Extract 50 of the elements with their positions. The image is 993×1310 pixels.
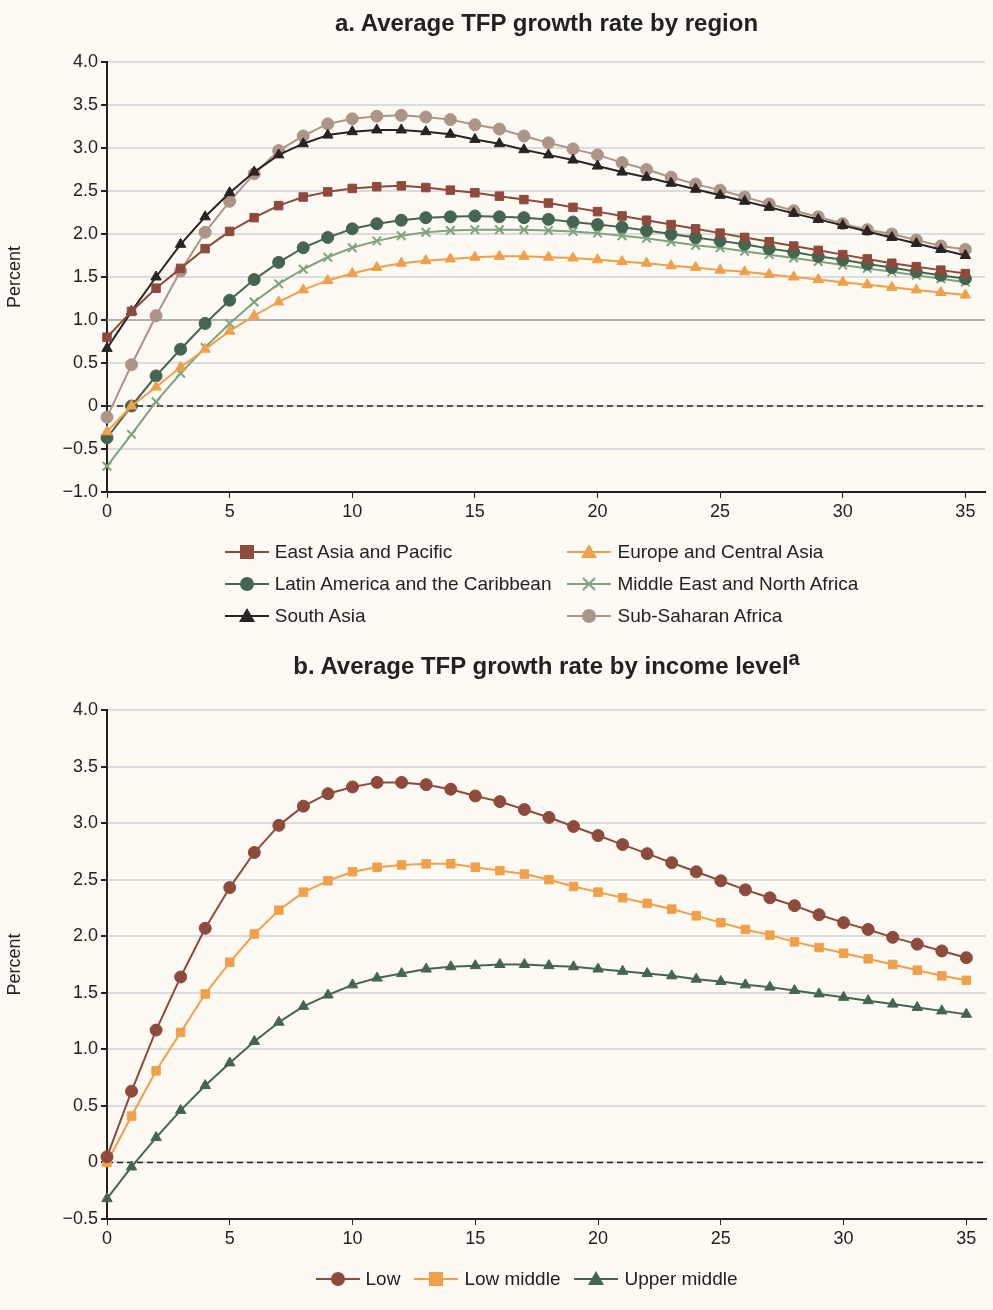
y-tick-label: 3.0	[72, 812, 98, 833]
y-tick-label: 0.5	[72, 1094, 98, 1115]
y-axis-title: Percent	[3, 245, 24, 309]
y-tick-label: 2.5	[72, 179, 98, 200]
y-tick-label: 1.5	[72, 981, 98, 1002]
x-tick-label: 30	[832, 500, 853, 521]
y-tick-label: 3.0	[72, 136, 98, 157]
y-tick-label: 0.5	[72, 351, 98, 372]
x-tick-label: 5	[224, 500, 235, 521]
x-tick-label: 25	[710, 500, 731, 521]
y-tick-label: 1.0	[72, 1038, 98, 1059]
y-tick-label: −0.5	[62, 437, 98, 458]
chart-title: b. Average TFP growth rate by income level$^{a}$	[292, 646, 801, 681]
chart-title: a. Average TFP growth rate by region	[333, 8, 760, 38]
y-tick-label: 1.5	[72, 265, 98, 286]
x-tick-label: 5	[224, 1227, 235, 1248]
x-tick-label: 10	[342, 1227, 363, 1248]
y-tick-label: 4.0	[72, 50, 98, 71]
y-tick-label: 2.0	[72, 925, 98, 946]
y-tick-label: 0	[87, 1151, 98, 1172]
x-tick-label: 20	[587, 500, 608, 521]
y-tick-label: 0	[87, 394, 98, 415]
legend-label: Low	[365, 1268, 401, 1290]
x-tick-label: 35	[956, 1227, 977, 1248]
y-tick-label: −1.0	[62, 480, 98, 501]
x-tick-label: 20	[588, 1227, 609, 1248]
legend-label: East Asia and Pacific	[274, 541, 453, 563]
x-tick-label: 10	[342, 500, 363, 521]
legend-label: Sub-Saharan Africa	[617, 605, 783, 627]
x-tick-label: 0	[101, 1227, 113, 1248]
y-axis-title: Percent	[3, 933, 24, 996]
x-tick-label: 15	[464, 500, 485, 521]
legend-label: Latin America and the Caribbean	[274, 573, 552, 595]
y-tick-label: 3.5	[72, 755, 98, 776]
legend-label: Europe and Central Asia	[617, 541, 824, 563]
x-tick-label: 35	[955, 500, 976, 521]
y-tick-label: 2.5	[72, 868, 98, 889]
y-tick-label: 4.0	[72, 698, 98, 719]
y-tick-label: 2.0	[72, 222, 98, 243]
y-tick-label: 3.5	[72, 93, 98, 114]
legend-label: South Asia	[274, 605, 366, 627]
legend-label: Middle East and North Africa	[617, 573, 859, 595]
x-tick-label: 0	[101, 500, 113, 521]
y-tick-label: 1.0	[72, 308, 98, 329]
legend-label: Low middle	[464, 1268, 561, 1290]
x-tick-label: 15	[465, 1227, 486, 1248]
x-tick-label: 30	[833, 1227, 854, 1248]
y-tick-label: −0.5	[62, 1207, 98, 1228]
x-tick-label: 25	[710, 1227, 731, 1248]
legend-label: Upper middle	[624, 1268, 738, 1290]
